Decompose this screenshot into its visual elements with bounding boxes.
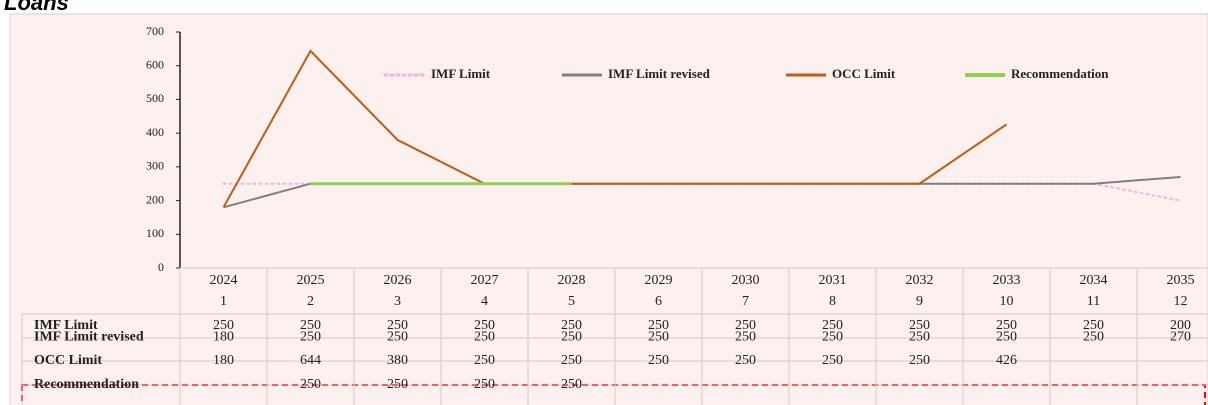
table-cell: 250 (387, 330, 408, 345)
x-tick-label: 2035 (1167, 273, 1195, 288)
y-tick-label: 700 (146, 24, 164, 38)
table-cell: 250 (735, 318, 756, 333)
table-cell: 200 (1170, 318, 1191, 333)
table-cell: 250 (561, 377, 582, 392)
x-tick-label: 2027 (471, 273, 499, 288)
table-cell: 250 (1083, 318, 1104, 333)
table-cell: 250 (909, 318, 930, 333)
x-tick-sublabel: 9 (916, 294, 923, 309)
y-tick-label: 300 (146, 159, 164, 173)
x-tick-label: 2025 (297, 273, 325, 288)
table-cell: 250 (561, 353, 582, 368)
table-cell: 250 (735, 353, 756, 368)
table-cell: 250 (648, 353, 669, 368)
y-tick-label: 100 (146, 226, 164, 240)
row-label: IMF Limit (34, 318, 98, 333)
table-cell: 250 (1083, 330, 1104, 345)
row-label: Recommendation (34, 377, 139, 392)
table-cell: 180 (213, 330, 234, 345)
x-tick-label: 2031 (819, 273, 847, 288)
table-cell: 270 (1170, 330, 1191, 345)
x-tick-sublabel: 7 (742, 294, 749, 309)
table-cell: 250 (474, 330, 495, 345)
table-cell: 250 (996, 318, 1017, 333)
y-tick-label: 0 (158, 260, 164, 274)
table-cell: 250 (300, 330, 321, 345)
x-tick-sublabel: 5 (568, 294, 575, 309)
table-cell: 250 (474, 377, 495, 392)
x-tick-sublabel: 1 (220, 294, 227, 309)
table-cell: 250 (300, 377, 321, 392)
table-cell: 250 (387, 377, 408, 392)
x-tick-sublabel: 4 (481, 294, 488, 309)
x-tick-label: 2029 (645, 273, 673, 288)
table-cell: 180 (213, 353, 234, 368)
row-label: OCC Limit (34, 353, 102, 368)
table-cell: 250 (387, 318, 408, 333)
x-tick-label: 2024 (210, 273, 238, 288)
x-tick-sublabel: 11 (1087, 294, 1100, 309)
table-cell: 250 (822, 330, 843, 345)
row-label: IMF Limit revised (34, 330, 144, 345)
table-cell: 250 (648, 318, 669, 333)
x-tick-sublabel: 2 (307, 294, 314, 309)
table-cell: 250 (474, 353, 495, 368)
y-tick-label: 400 (146, 125, 164, 139)
chart-area (9, 13, 1208, 405)
table-cell: 644 (300, 353, 321, 368)
table-cell: 250 (300, 318, 321, 333)
table-cell: 250 (648, 330, 669, 345)
y-tick-label: 200 (146, 192, 164, 206)
x-tick-sublabel: 12 (1174, 294, 1188, 309)
table-cell: 250 (996, 330, 1017, 345)
x-tick-label: 2028 (558, 273, 586, 288)
x-tick-label: 2032 (906, 273, 934, 288)
x-tick-sublabel: 6 (655, 294, 662, 309)
chart-title: Loans (4, 0, 69, 15)
x-tick-sublabel: 8 (829, 294, 836, 309)
x-tick-label: 2033 (993, 273, 1021, 288)
table-cell: 250 (822, 353, 843, 368)
table-cell: 250 (735, 330, 756, 345)
table-cell: 380 (387, 353, 408, 368)
legend-label: Recommendation (1011, 66, 1109, 81)
table-cell: 250 (822, 318, 843, 333)
table-cell: 250 (561, 318, 582, 333)
x-tick-sublabel: 3 (394, 294, 401, 309)
legend-label: OCC Limit (832, 66, 896, 81)
series-line (222, 49, 1008, 208)
legend-label: IMF Limit revised (608, 66, 711, 81)
table-cell: 250 (474, 318, 495, 333)
y-tick-label: 500 (146, 91, 164, 105)
table-cell: 426 (996, 353, 1017, 368)
table-cell: 250 (213, 318, 234, 333)
table-cell: 250 (561, 330, 582, 345)
y-tick-label: 600 (146, 57, 164, 71)
x-tick-label: 2034 (1080, 273, 1108, 288)
table-cell: 250 (909, 353, 930, 368)
legend-label: IMF Limit (431, 66, 491, 81)
table-cell: 250 (909, 330, 930, 345)
x-tick-sublabel: 10 (1000, 294, 1014, 309)
x-tick-label: 2030 (732, 273, 760, 288)
x-tick-label: 2026 (384, 273, 412, 288)
